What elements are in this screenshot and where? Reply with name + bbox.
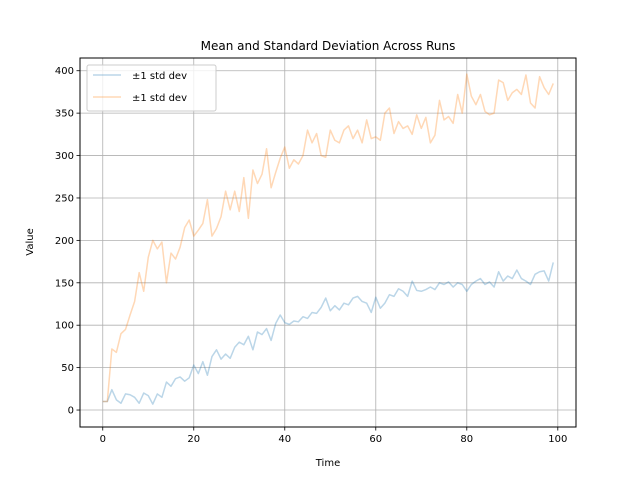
x-tick-label: 0 [100,434,106,445]
series-line-1 [102,262,554,405]
x-tick-label: 20 [187,434,200,445]
chart-title: Mean and Standard Deviation Across Runs [201,39,456,53]
legend-label-series-2: ±1 std dev [132,93,187,104]
y-tick-label: 0 [68,406,74,417]
legend-label-series-1: ±1 std dev [132,71,187,82]
y-tick-label: 350 [55,109,74,120]
y-axis-label: Value [25,228,36,255]
x-tick-label: 80 [460,434,473,445]
series-layer [102,73,554,405]
legend: ±1 std dev ±1 std dev [86,64,217,112]
y-tick-label: 250 [55,193,74,204]
series-line-2 [102,73,554,403]
x-axis-ticks: 0 20 40 60 80 100 [100,427,567,445]
x-tick-label: 100 [548,434,567,445]
plot-frame [79,57,577,428]
x-axis-label: Time [315,458,340,469]
legend-box [86,64,217,112]
x-tick-label: 40 [278,434,291,445]
y-tick-label: 300 [55,151,74,162]
y-tick-label: 150 [55,278,74,289]
y-tick-label: 400 [55,66,74,77]
grid-lines [80,58,576,427]
x-tick-label: 60 [369,434,382,445]
y-tick-label: 200 [55,236,74,247]
y-tick-label: 100 [55,321,74,332]
y-axis-ticks: 0 50 100 150 200 250 300 350 400 [55,66,80,417]
y-tick-label: 50 [61,363,74,374]
